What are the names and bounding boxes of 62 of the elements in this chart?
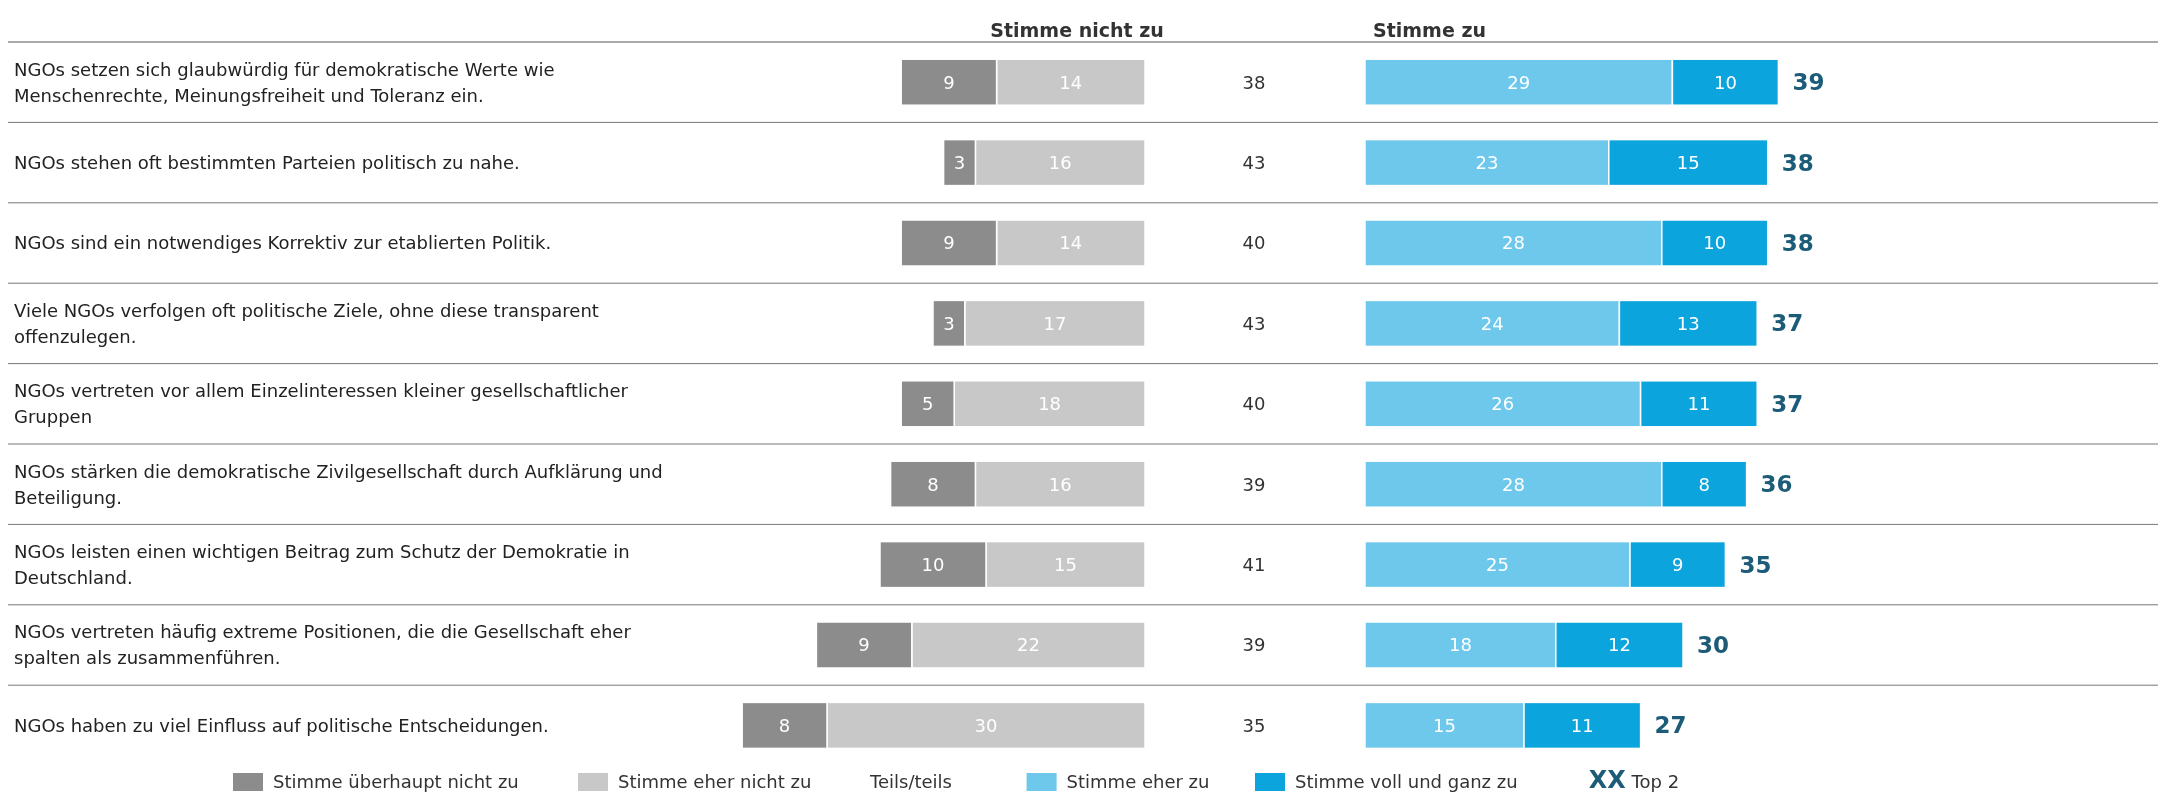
data-label: 8 <box>1698 473 1710 495</box>
data-label: 9 <box>1671 553 1684 575</box>
text: Teils/teils <box>869 771 952 793</box>
y-tick-label: Viele NGOs verfolgen oft politische Ziele, ohne diese transparent offenzulegen. <box>14 299 599 347</box>
data-label: 9 <box>943 232 955 254</box>
y-tick-label: NGOs vertreten vor allem Einzelinteressen kleiner gesellschaftlicher Gruppen <box>14 380 629 428</box>
chart-title: Stimme zu <box>1373 18 1486 41</box>
data-label: 23 <box>1475 151 1499 173</box>
data-label: 8 <box>927 473 939 495</box>
data-label: 9 <box>858 634 870 656</box>
total-label: 27 <box>1654 712 1687 739</box>
data-label: 15 <box>1433 714 1456 736</box>
data-label: 11 <box>1687 393 1711 415</box>
data-label: 29 <box>1507 71 1531 93</box>
total-label: 38 <box>1781 230 1814 257</box>
legend-label: Stimme eher nicht zu <box>618 771 812 793</box>
data-label: 10 <box>1703 232 1727 254</box>
data-label: 43 <box>1242 151 1266 173</box>
y-tick-label: NGOs leisten einen wichtigen Beitrag zum Schutz der Demokratie in Deutschland. <box>14 540 630 588</box>
total-label: 37 <box>1771 390 1804 417</box>
y-tick-label: NGOs setzen sich glaubwürdig für demokratische Werte wie Menschenrechte, Meinungsfreiheit und Toleranz ein. <box>14 58 555 106</box>
legend-label: Stimme eher zu <box>1066 771 1210 793</box>
total-label: 37 <box>1771 310 1804 337</box>
legend-label: Stimme voll und ganz zu <box>1295 771 1518 793</box>
data-label: 40 <box>1242 393 1266 415</box>
data-label: 39 <box>1242 473 1266 495</box>
data-label: 5 <box>921 393 934 415</box>
data-label: 18 <box>1448 634 1472 656</box>
data-label: 11 <box>1570 714 1594 736</box>
total-label: 38 <box>1781 149 1814 176</box>
y-tick-label: NGOs haben zu viel Einfluss auf politische Entscheidungen. <box>14 714 549 736</box>
data-label: 3 <box>943 312 955 334</box>
data-label: 25 <box>1486 553 1509 575</box>
total-label: 36 <box>1760 471 1793 498</box>
data-label: 3 <box>953 151 966 173</box>
data-label: 38 <box>1242 71 1266 93</box>
data-label: 40 <box>1242 232 1266 254</box>
data-label: 12 <box>1607 634 1631 656</box>
data-label: 28 <box>1501 473 1525 495</box>
data-label: 9 <box>943 71 955 93</box>
data-label: 26 <box>1491 393 1515 415</box>
total-label: 30 <box>1697 632 1730 659</box>
data-label: 28 <box>1501 232 1525 254</box>
total-label: 39 <box>1792 69 1825 96</box>
data-label: 39 <box>1242 634 1266 656</box>
chart-title: Stimme nicht zu <box>990 18 1164 41</box>
data-label: 43 <box>1242 312 1266 334</box>
data-label: 41 <box>1242 553 1266 575</box>
legend-label: Stimme überhaupt nicht zu <box>273 771 519 793</box>
data-label: 8 <box>778 714 791 736</box>
data-label: 24 <box>1480 312 1504 334</box>
data-label: 10 <box>921 553 945 575</box>
data-label: 35 <box>1242 714 1266 736</box>
y-tick-label: NGOs stärken die demokratische Zivilgesellschaft durch Aufklärung und Beteiligung. <box>14 460 663 508</box>
y-tick-label: NGOs sind ein notwendiges Korrektiv zur etablierten Politik. <box>14 232 552 254</box>
y-tick-label: NGOs stehen oft bestimmten Parteien politisch zu nahe. <box>14 151 520 173</box>
data-label: 13 <box>1676 312 1700 334</box>
total-label: 35 <box>1739 551 1772 578</box>
data-label: 10 <box>1713 71 1737 93</box>
data-label: 15 <box>1676 151 1700 173</box>
text: XX Top 2 <box>1588 766 1680 795</box>
y-tick-label: NGOs vertreten häufig extreme Positionen, die die Gesellschaft eher spalten als zusammenführen. <box>14 621 632 669</box>
